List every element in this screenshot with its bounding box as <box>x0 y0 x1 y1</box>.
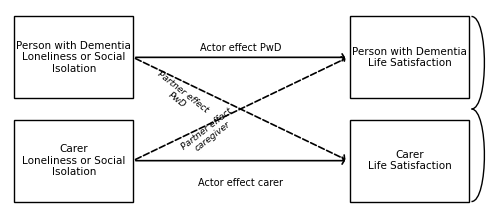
FancyBboxPatch shape <box>350 16 469 98</box>
Text: Person with Dementia
Loneliness or Social
Isolation: Person with Dementia Loneliness or Socia… <box>16 41 131 74</box>
Text: Partner effect
PwD: Partner effect PwD <box>150 70 210 123</box>
FancyBboxPatch shape <box>14 16 133 98</box>
FancyBboxPatch shape <box>350 120 469 202</box>
Text: Actor effect carer: Actor effect carer <box>198 178 283 188</box>
Text: Carer
Life Satisfaction: Carer Life Satisfaction <box>368 150 452 171</box>
Text: Person with Dementia
Life Satisfaction: Person with Dementia Life Satisfaction <box>352 47 467 68</box>
Text: Actor effect PwD: Actor effect PwD <box>200 43 281 53</box>
FancyBboxPatch shape <box>14 120 133 202</box>
Text: Carer
Loneliness or Social
Isolation: Carer Loneliness or Social Isolation <box>22 144 126 177</box>
Text: Partner effect
caregiver: Partner effect caregiver <box>180 106 240 159</box>
